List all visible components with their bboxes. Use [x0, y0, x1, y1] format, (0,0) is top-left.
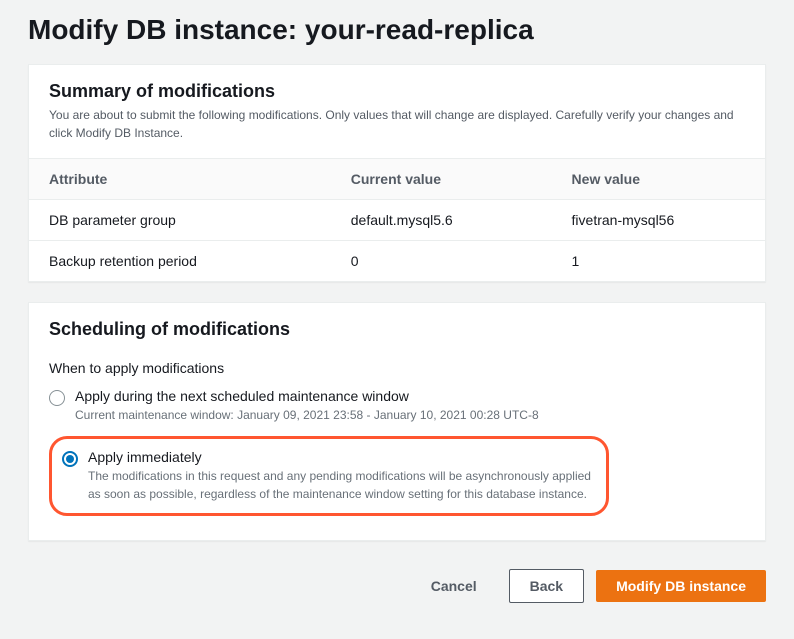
- cell-attribute: Backup retention period: [29, 241, 331, 282]
- modify-db-instance-button[interactable]: Modify DB instance: [596, 570, 766, 602]
- col-attribute: Attribute: [29, 159, 331, 200]
- col-new-value: New value: [552, 159, 765, 200]
- cell-attribute: DB parameter group: [29, 200, 331, 241]
- radio-label: Apply immediately: [88, 449, 592, 465]
- modifications-table: Attribute Current value New value DB par…: [29, 158, 765, 281]
- highlight-box: Apply immediately The modifications in t…: [49, 436, 609, 516]
- cell-current: 0: [331, 241, 552, 282]
- radio-icon[interactable]: [62, 451, 78, 467]
- radio-description: Current maintenance window: January 09, …: [75, 406, 539, 424]
- table-row: DB parameter group default.mysql5.6 five…: [29, 200, 765, 241]
- cell-current: default.mysql5.6: [331, 200, 552, 241]
- page-title: Modify DB instance: your-read-replica: [28, 14, 766, 46]
- cell-new: fivetran-mysql56: [552, 200, 765, 241]
- summary-description: You are about to submit the following mo…: [49, 106, 745, 142]
- radio-label: Apply during the next scheduled maintena…: [75, 388, 539, 404]
- radio-icon[interactable]: [49, 390, 65, 406]
- footer-actions: Cancel Back Modify DB instance: [28, 561, 766, 611]
- back-button[interactable]: Back: [509, 569, 584, 603]
- radio-description: The modifications in this request and an…: [88, 467, 592, 503]
- radio-option-next-window[interactable]: Apply during the next scheduled maintena…: [49, 384, 745, 430]
- summary-heading: Summary of modifications: [49, 81, 745, 102]
- summary-panel: Summary of modifications You are about t…: [28, 64, 766, 282]
- scheduling-heading: Scheduling of modifications: [49, 319, 745, 340]
- col-current-value: Current value: [331, 159, 552, 200]
- scheduling-panel: Scheduling of modifications When to appl…: [28, 302, 766, 541]
- table-row: Backup retention period 0 1: [29, 241, 765, 282]
- radio-option-immediately[interactable]: Apply immediately The modifications in t…: [62, 449, 592, 503]
- cancel-button[interactable]: Cancel: [411, 570, 497, 602]
- cell-new: 1: [552, 241, 765, 282]
- when-to-apply-label: When to apply modifications: [49, 360, 745, 376]
